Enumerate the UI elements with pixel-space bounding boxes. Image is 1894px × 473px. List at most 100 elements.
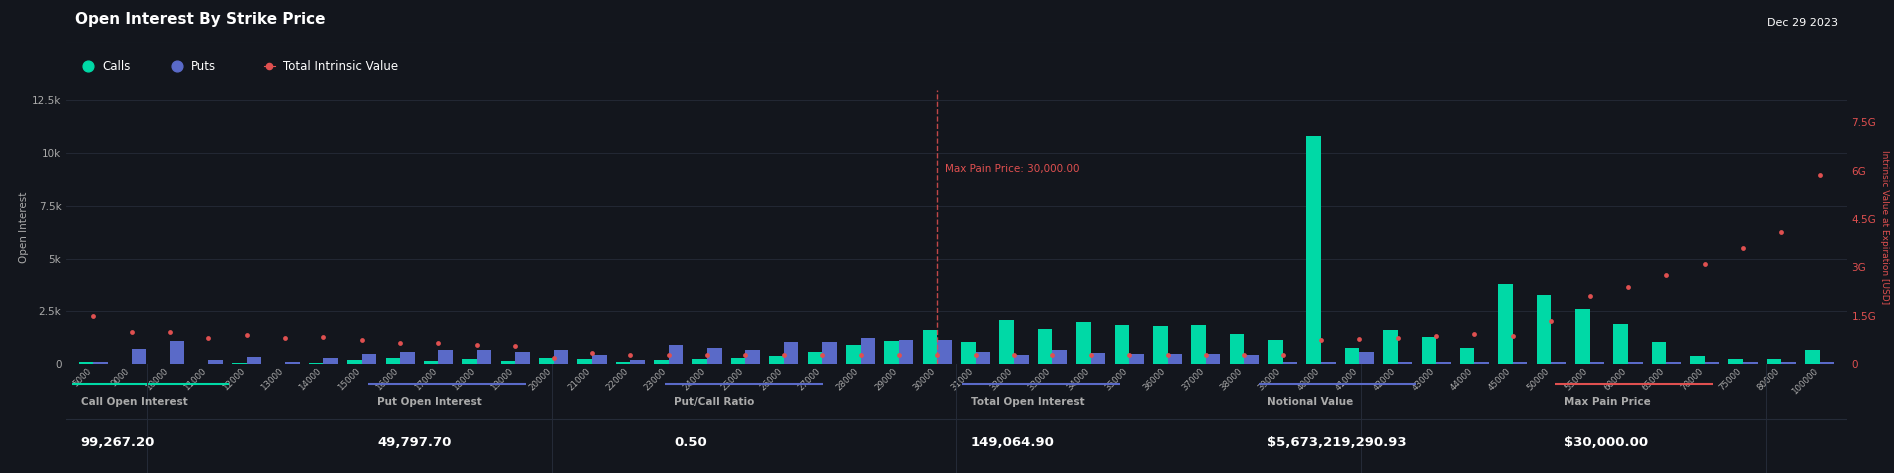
Point xyxy=(845,351,875,359)
Bar xyxy=(324,359,337,364)
Bar xyxy=(631,360,644,364)
Bar xyxy=(1153,326,1167,364)
Point xyxy=(1458,330,1489,337)
Point xyxy=(462,341,492,349)
Bar xyxy=(1536,295,1551,364)
Bar xyxy=(1689,356,1705,364)
Point xyxy=(884,351,915,359)
Point xyxy=(1767,228,1797,236)
Bar xyxy=(515,352,530,364)
Bar xyxy=(1589,362,1604,364)
Text: Notional Value: Notional Value xyxy=(1267,397,1354,407)
Point xyxy=(347,336,377,344)
Bar xyxy=(1474,362,1489,364)
Bar xyxy=(807,351,822,364)
Bar xyxy=(386,358,400,364)
Text: 149,064.90: 149,064.90 xyxy=(972,436,1055,449)
Bar xyxy=(1742,362,1758,364)
Bar xyxy=(784,342,799,364)
Point xyxy=(1420,332,1451,340)
Bar xyxy=(616,362,631,364)
Text: $5,673,219,290.93: $5,673,219,290.93 xyxy=(1267,436,1407,449)
Point xyxy=(1689,260,1720,268)
Bar xyxy=(439,350,453,364)
Bar xyxy=(884,341,900,364)
Text: Max Pain Price: 30,000.00: Max Pain Price: 30,000.00 xyxy=(945,164,1080,174)
Bar xyxy=(1667,362,1680,364)
Bar xyxy=(1460,349,1474,364)
Point xyxy=(1267,351,1297,359)
Bar xyxy=(1229,333,1244,364)
Text: Calls: Calls xyxy=(102,60,131,73)
Bar xyxy=(93,362,108,364)
Bar xyxy=(900,340,913,364)
Bar xyxy=(246,357,261,364)
Point xyxy=(691,351,722,359)
Bar xyxy=(693,359,706,364)
Point xyxy=(1305,336,1335,344)
Point xyxy=(1191,351,1222,359)
Bar xyxy=(1705,362,1720,364)
Bar xyxy=(1282,362,1297,364)
Bar xyxy=(208,360,223,364)
Bar xyxy=(1422,337,1436,364)
Bar xyxy=(1820,362,1835,364)
Point xyxy=(998,351,1028,359)
Point xyxy=(500,342,530,350)
Point xyxy=(1727,244,1758,252)
Bar xyxy=(1383,331,1398,364)
Bar xyxy=(1091,352,1106,364)
Point xyxy=(1114,351,1144,359)
Bar xyxy=(1320,362,1335,364)
Bar xyxy=(731,358,746,364)
Bar xyxy=(131,350,146,364)
Point xyxy=(1614,283,1644,290)
Point xyxy=(193,334,223,342)
Bar xyxy=(233,363,246,364)
Point xyxy=(116,328,146,336)
Point xyxy=(1498,332,1528,340)
Bar xyxy=(1614,324,1629,364)
Bar xyxy=(424,361,439,364)
Bar xyxy=(462,359,477,364)
Point xyxy=(1345,335,1375,343)
Bar xyxy=(362,354,377,364)
Bar xyxy=(1013,355,1028,364)
Bar xyxy=(500,361,515,364)
Text: 99,267.20: 99,267.20 xyxy=(81,436,155,449)
Bar xyxy=(769,356,784,364)
Text: Dec 29 2023: Dec 29 2023 xyxy=(1767,18,1837,28)
Bar xyxy=(938,340,953,364)
Bar xyxy=(860,338,875,364)
Text: Put/Call Ratio: Put/Call Ratio xyxy=(674,397,754,407)
Point xyxy=(769,351,799,359)
Bar xyxy=(1114,325,1129,364)
Point xyxy=(1652,272,1682,279)
Text: 49,797.70: 49,797.70 xyxy=(377,436,451,449)
Point xyxy=(807,351,837,359)
Point xyxy=(155,328,186,336)
Point xyxy=(269,334,299,342)
Bar xyxy=(1244,355,1260,364)
Point xyxy=(1038,351,1068,359)
Bar xyxy=(1038,329,1053,364)
Text: Put Open Interest: Put Open Interest xyxy=(377,397,481,407)
Point xyxy=(922,351,953,359)
Point xyxy=(731,351,761,359)
Bar xyxy=(284,362,299,364)
Bar xyxy=(540,358,553,364)
Bar xyxy=(653,360,669,364)
Point xyxy=(1152,351,1182,359)
Bar xyxy=(400,352,415,364)
Text: $30,000.00: $30,000.00 xyxy=(1564,436,1648,449)
Bar xyxy=(1129,354,1144,364)
Point xyxy=(309,333,339,341)
Bar xyxy=(706,349,722,364)
Bar xyxy=(1576,309,1589,364)
Text: Total Open Interest: Total Open Interest xyxy=(972,397,1085,407)
Bar xyxy=(1053,350,1066,364)
Point xyxy=(424,340,455,347)
Bar xyxy=(669,345,684,364)
Bar xyxy=(1767,359,1782,364)
Bar xyxy=(1805,350,1820,364)
